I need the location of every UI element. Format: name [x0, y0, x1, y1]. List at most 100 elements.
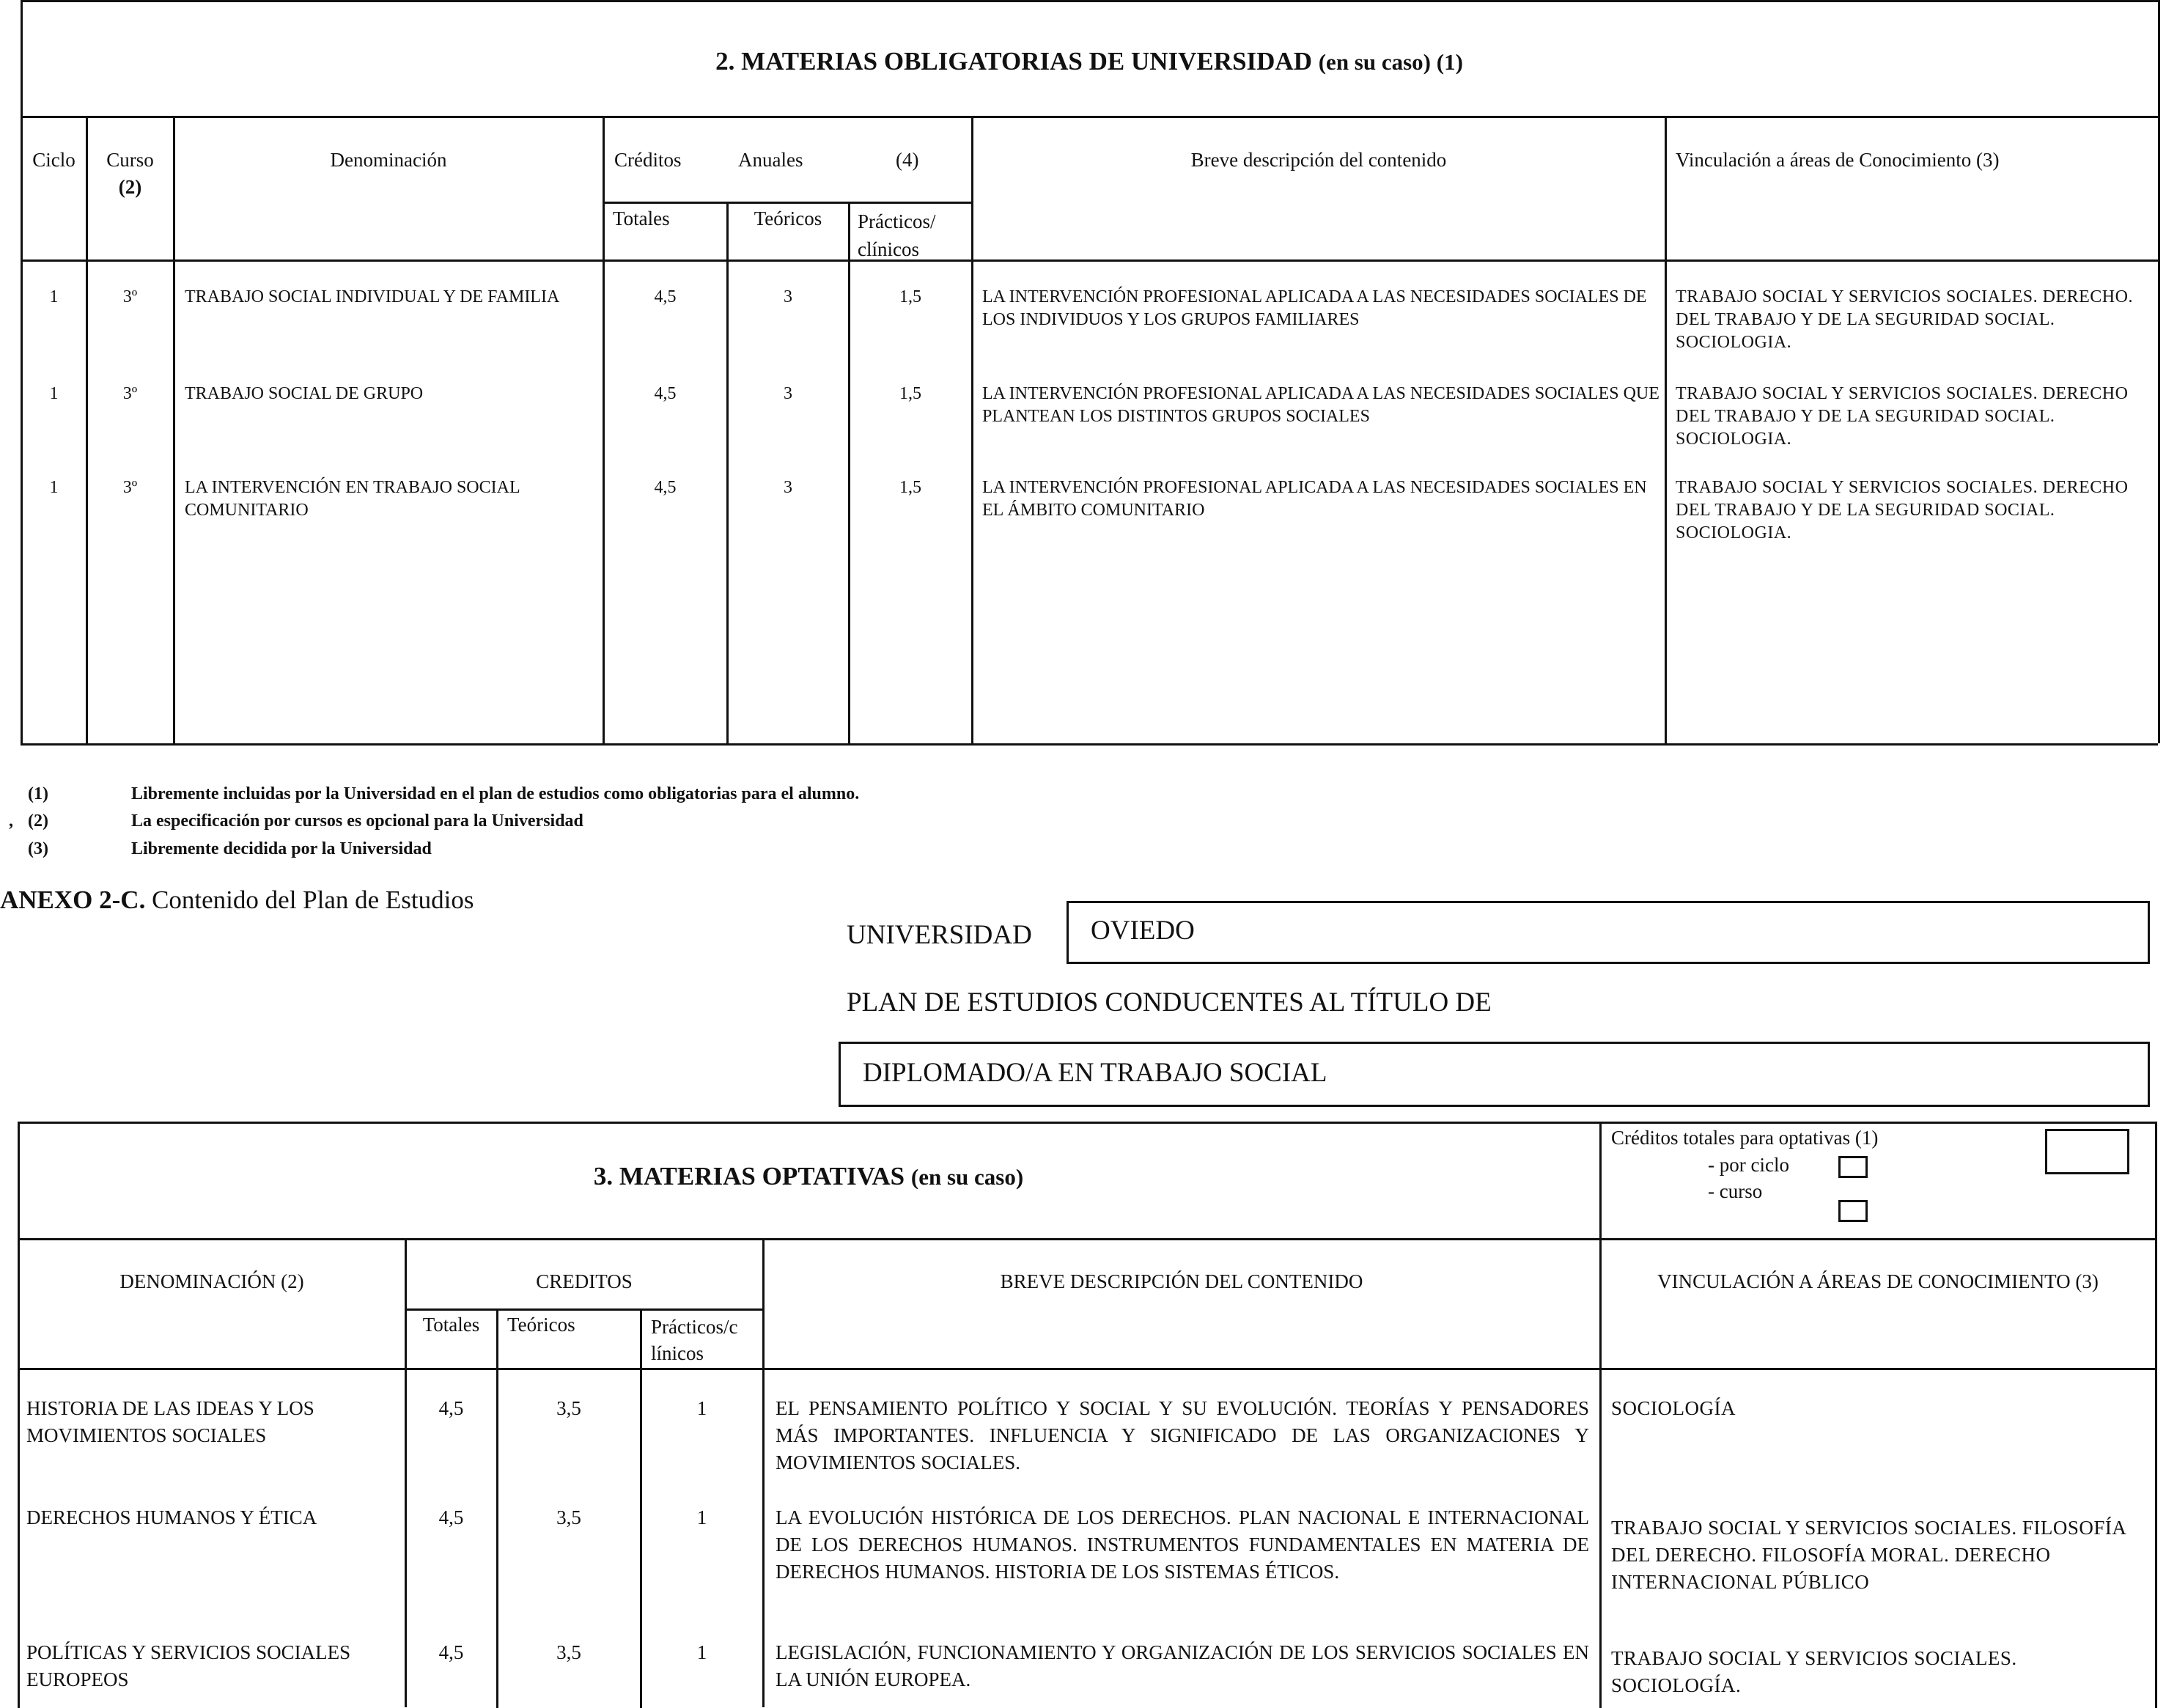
divider [1665, 116, 1667, 743]
curso-field[interactable] [1838, 1200, 1868, 1222]
cell-vinculacion: TRABAJO SOCIAL Y SERVICIOS SOCIALES. DER… [1676, 478, 2129, 542]
university-field: OVIEDO [1067, 901, 2150, 964]
divider [762, 1238, 765, 1707]
cell-practicos: 1,5 [899, 384, 921, 403]
divider [2158, 0, 2160, 743]
cell-teoricos: 3 [784, 384, 792, 403]
cell-denominacion: TRABAJO SOCIAL INDIVIDUAL Y DE FAMILIA [185, 287, 560, 306]
divider [726, 202, 729, 743]
header-curso-note: (2) [118, 176, 142, 198]
title-text: 2. MATERIAS OBLIGATORIAS DE UNIVERSIDAD [715, 47, 1312, 76]
cell-ciclo: 1 [49, 384, 59, 403]
divider [18, 1122, 20, 1708]
cell-denominacion: TRABAJO SOCIAL DE GRUPO [185, 384, 424, 403]
cell-denominacion: POLÍTICAS Y SERVICIOS SOCIALES EUROPEOS [26, 1641, 351, 1690]
divider [496, 1308, 498, 1708]
cell-descripcion: LA INTERVENCIÓN PROFESIONAL APLICADA A L… [982, 384, 1660, 426]
cell-teoricos: 3 [784, 287, 792, 306]
cell-totales: 4,5 [654, 287, 677, 306]
cell-vinculacion: TRABAJO SOCIAL Y SERVICIOS SOCIALES. SOC… [1611, 1647, 2017, 1696]
table-title: 2. MATERIAS OBLIGATORIAS DE UNIVERSIDAD … [21, 47, 2158, 76]
header-creditos: CREDITOS [536, 1270, 633, 1292]
divider [173, 116, 175, 743]
annex-text: Contenido del Plan de Estudios [152, 886, 474, 914]
footnote-text: Libremente incluidas por la Universidad … [131, 784, 860, 803]
header-anuales-note: (4) [896, 149, 919, 171]
cell-totales: 4,5 [654, 384, 677, 403]
divider [2155, 1122, 2157, 1708]
cell-denominacion: LA INTERVENCIÓN EN TRABAJO SOCIAL COMUNI… [185, 478, 520, 520]
cell-vinculacion: SOCIOLOGÍA [1611, 1397, 1736, 1419]
divider [21, 0, 2158, 2]
cell-practicos: 1,5 [899, 478, 921, 497]
cell-descripcion: LEGISLACIÓN, FUNCIONAMIENTO Y ORGANIZACI… [776, 1641, 1589, 1690]
cell-curso: 3º [122, 287, 138, 306]
divider [848, 202, 850, 743]
divider [603, 116, 605, 743]
header-practicos: Prácticos/c línicos [651, 1316, 738, 1364]
credits-label: Créditos totales para optativas (1) [1611, 1127, 1879, 1149]
divider [405, 1238, 407, 1707]
header-anuales: Anuales [738, 149, 803, 171]
header-creditos: Créditos [614, 149, 682, 171]
cell-practicos: 1 [696, 1506, 707, 1528]
curso-label: - curso [1708, 1180, 1763, 1202]
cell-denominacion: HISTORIA DE LAS IDEAS Y LOS MOVIMIENTOS … [26, 1397, 314, 1446]
cell-descripcion: LA INTERVENCIÓN PROFESIONAL APLICADA A L… [982, 287, 1647, 329]
table-title: 3. MATERIAS OPTATIVAS (en su caso) [18, 1162, 1599, 1191]
divider [971, 116, 973, 743]
divider [18, 1238, 2155, 1240]
header-totales: Totales [422, 1314, 480, 1336]
divider [21, 259, 2158, 262]
header-ciclo: Ciclo [32, 149, 75, 171]
cell-totales: 4,5 [438, 1641, 464, 1663]
cell-totales: 4,5 [654, 478, 677, 497]
header-denominacion: Denominación [330, 149, 447, 171]
plan-label: PLAN DE ESTUDIOS CONDUCENTES AL TÍTULO D… [847, 987, 1492, 1017]
footnote-mark: (3) [28, 839, 48, 858]
annex-label: ANEXO 2-C. [0, 886, 146, 914]
cell-teoricos: 3,5 [556, 1397, 581, 1419]
annex-heading: ANEXO 2-C. Contenido del Plan de Estudio… [0, 886, 474, 915]
divider [21, 743, 2158, 746]
title-suffix: (en su caso) (1) [1318, 49, 1463, 75]
title-text: 3. MATERIAS OPTATIVAS [593, 1162, 905, 1190]
cell-totales: 4,5 [438, 1506, 464, 1528]
cell-vinculacion: TRABAJO SOCIAL Y SERVICIOS SOCIALES. DER… [1676, 384, 2129, 449]
por-ciclo-field[interactable] [1838, 1156, 1868, 1178]
footnote-text: Libremente decidida por la Universidad [131, 839, 432, 858]
cell-practicos: 1,5 [899, 287, 921, 306]
header-vinculacion: VINCULACIÓN A ÁREAS DE CONOCIMIENTO (3) [1657, 1270, 2099, 1292]
cell-vinculacion: TRABAJO SOCIAL Y SERVICIOS SOCIALES. DER… [1676, 287, 2133, 352]
cell-practicos: 1 [696, 1641, 707, 1663]
total-credits-field[interactable] [2045, 1129, 2129, 1174]
cell-denominacion: DERECHOS HUMANOS Y ÉTICA [26, 1506, 317, 1528]
footnote-mark: (2) [28, 811, 48, 831]
cell-teoricos: 3,5 [556, 1506, 581, 1528]
header-teoricos: Teóricos [754, 207, 822, 229]
divider [18, 1122, 2155, 1124]
degree-value: DIPLOMADO/A EN TRABAJO SOCIAL [863, 1058, 1327, 1088]
divider [21, 0, 23, 743]
por-ciclo-label: - por ciclo [1708, 1154, 1789, 1176]
cell-totales: 4,5 [438, 1397, 464, 1419]
divider [86, 116, 88, 743]
divider [405, 1308, 762, 1311]
header-descripcion: BREVE DESCRIPCIÓN DEL CONTENIDO [1000, 1270, 1363, 1292]
cell-teoricos: 3 [784, 478, 792, 497]
header-practicos: Prácticos/ clínicos [858, 210, 936, 260]
university-label: UNIVERSIDAD [847, 920, 1032, 950]
header-curso: Curso [106, 149, 154, 171]
header-vinculacion: Vinculación a áreas de Conocimiento (3) [1676, 149, 2000, 171]
cell-descripcion: LA INTERVENCIÓN PROFESIONAL APLICADA A L… [982, 478, 1647, 520]
header-teoricos: Teóricos [507, 1314, 575, 1336]
cell-descripcion: EL PENSAMIENTO POLÍTICO Y SOCIAL Y SU EV… [776, 1397, 1589, 1473]
header-descripcion: Breve descripción del contenido [1190, 149, 1447, 171]
cell-ciclo: 1 [49, 478, 59, 497]
university-value: OVIEDO [1091, 916, 1195, 946]
title-suffix: (en su caso) [910, 1164, 1024, 1190]
cell-vinculacion: TRABAJO SOCIAL Y SERVICIOS SOCIALES. FIL… [1611, 1517, 2126, 1593]
degree-field: DIPLOMADO/A EN TRABAJO SOCIAL [839, 1042, 2150, 1107]
cell-teoricos: 3,5 [556, 1641, 581, 1663]
divider [18, 1368, 2155, 1370]
